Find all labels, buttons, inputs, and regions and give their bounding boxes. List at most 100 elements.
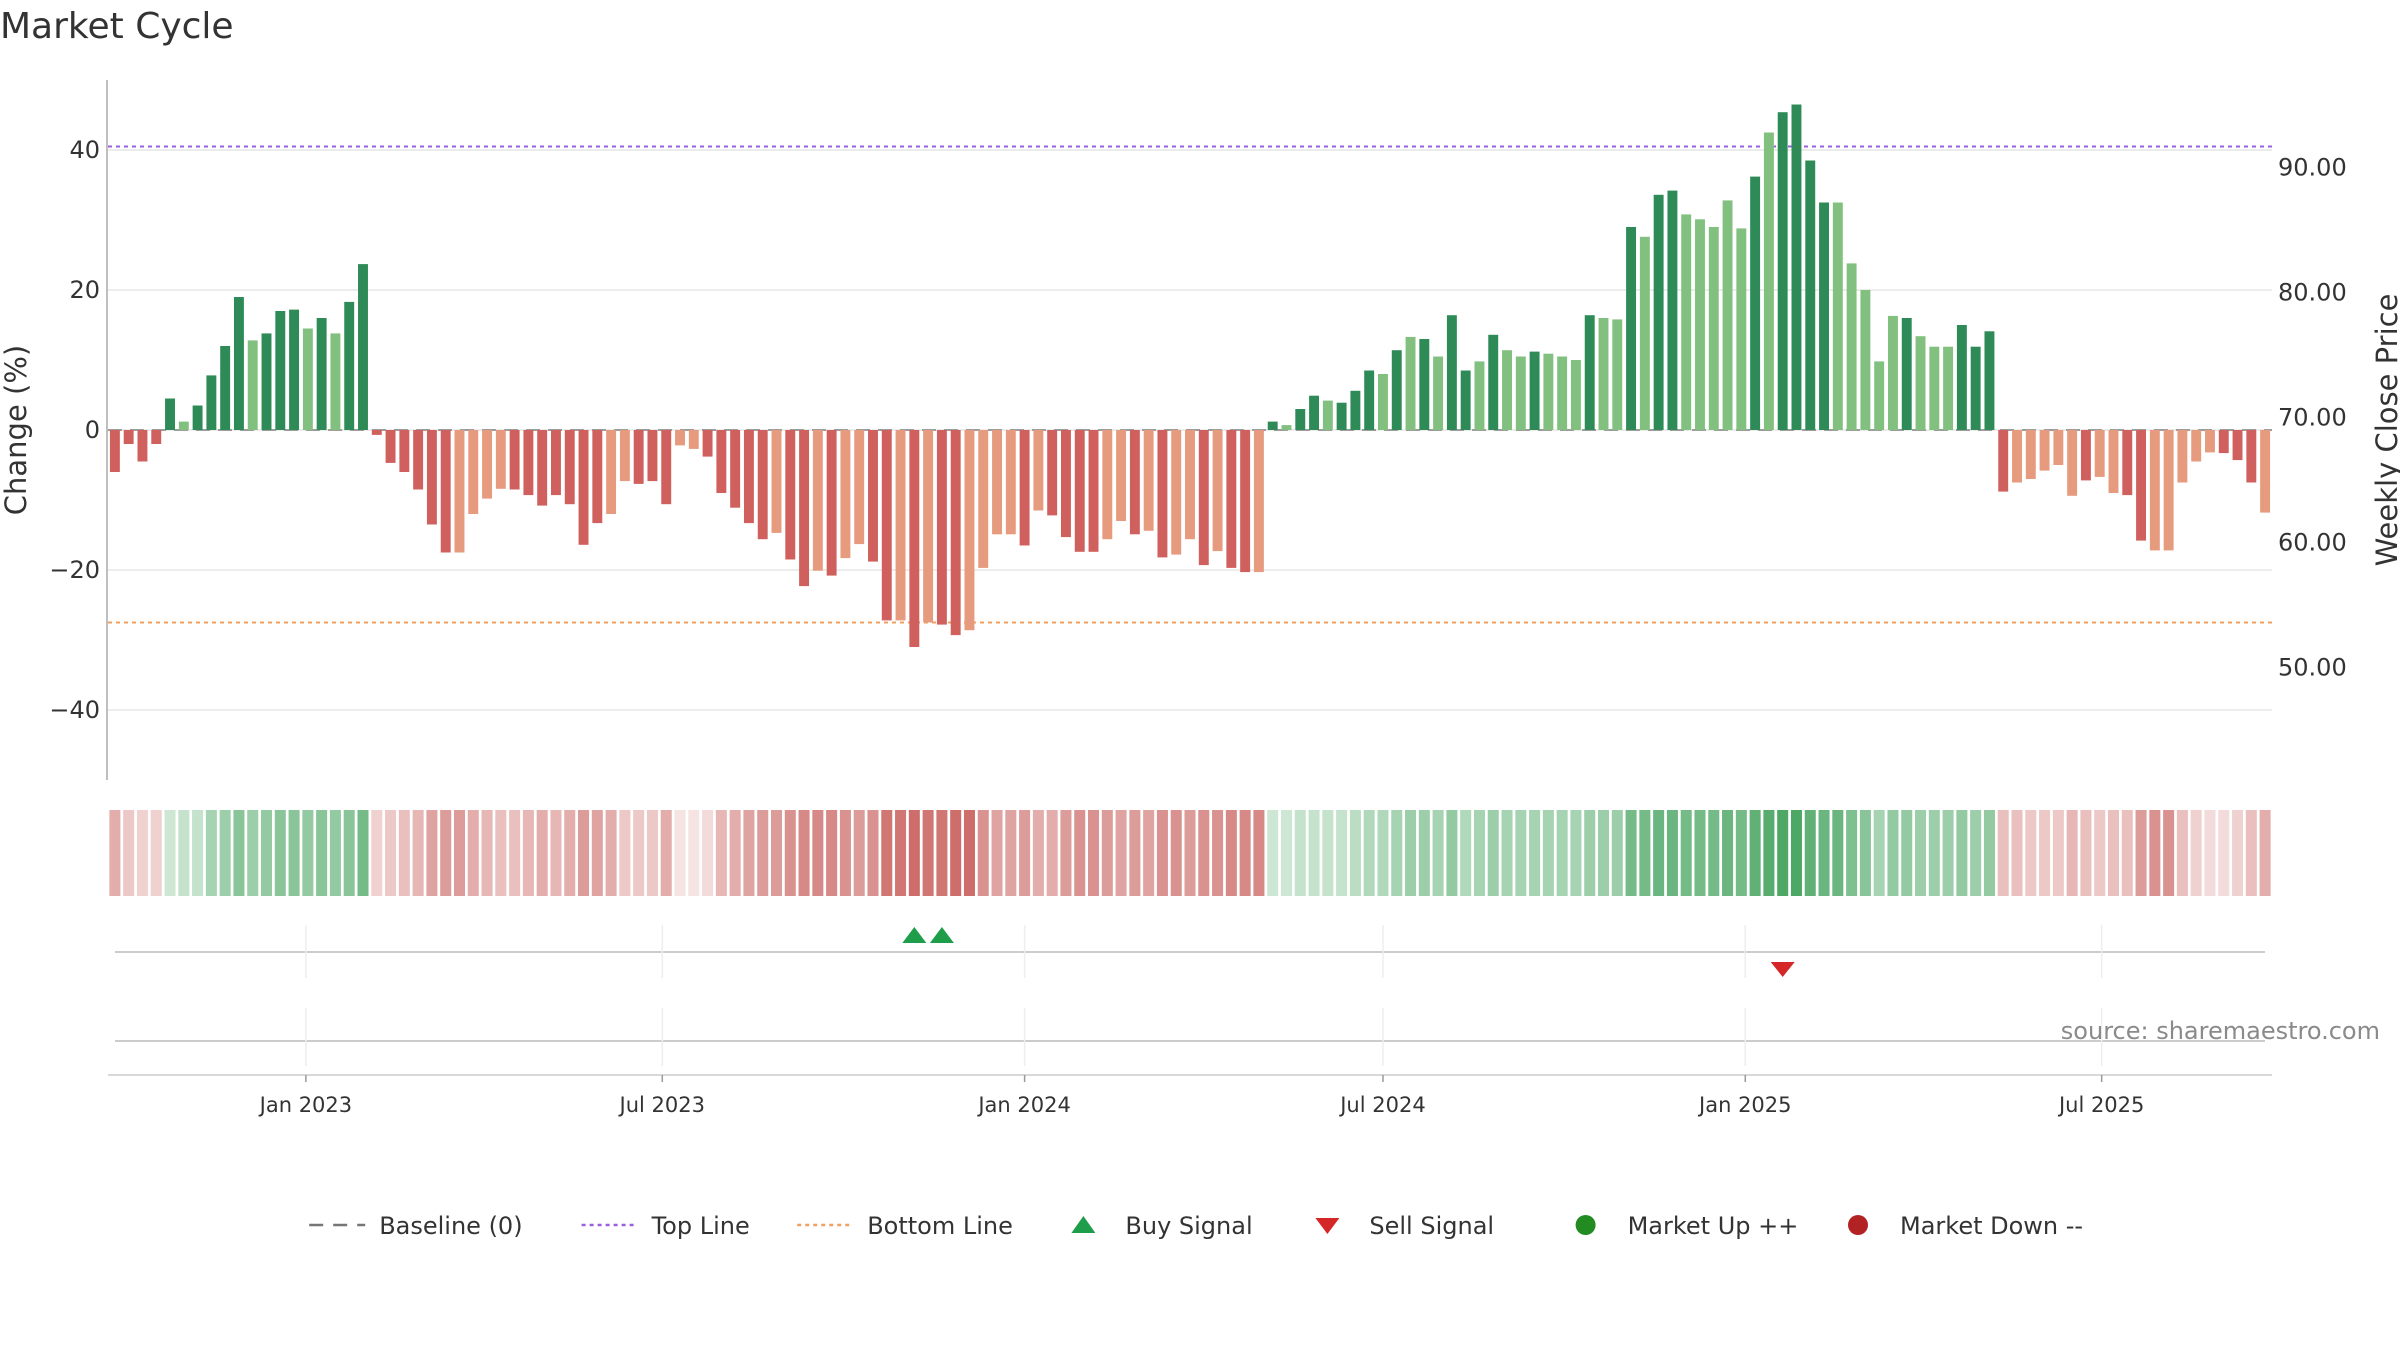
- buy-signal-marker: [929, 927, 954, 943]
- x-tick-label: Jul 2025: [2057, 1093, 2144, 1117]
- bar: [1777, 112, 1788, 430]
- bar: [1515, 356, 1526, 430]
- heat-cell: [1790, 810, 1802, 896]
- heat-cell: [136, 810, 148, 896]
- bar: [1805, 160, 1816, 430]
- bar: [826, 430, 837, 576]
- bar: [1722, 200, 1733, 430]
- heat-cell: [164, 810, 176, 896]
- heat-cell: [1308, 810, 1320, 896]
- heat-cell: [591, 810, 603, 896]
- bar: [1364, 370, 1375, 430]
- heat-cell: [1708, 810, 1720, 896]
- heat-cell: [2149, 810, 2161, 896]
- heat-cell: [1873, 810, 1885, 896]
- bar: [1929, 346, 1940, 430]
- heat-cell: [178, 810, 190, 896]
- heat-cell: [150, 810, 162, 896]
- heat-cell: [715, 810, 727, 896]
- heat-cell: [192, 810, 204, 896]
- heat-cell: [1019, 810, 1031, 896]
- bar: [1212, 430, 1223, 552]
- bar: [1157, 430, 1168, 558]
- heat-cell: [1005, 810, 1017, 896]
- heatmap-strip: [109, 810, 2271, 896]
- bar: [1419, 339, 1430, 430]
- heat-cell: [1846, 810, 1858, 896]
- heat-cell: [991, 810, 1003, 896]
- bar: [1116, 430, 1127, 521]
- bar: [1171, 430, 1182, 555]
- heat-cell: [1859, 810, 1871, 896]
- y-left-tick-label: −20: [49, 556, 100, 584]
- heat-cell: [1901, 810, 1913, 896]
- bar: [964, 430, 975, 631]
- bar: [812, 430, 823, 571]
- heat-cell: [385, 810, 397, 896]
- right-y-ticks: 50.00 60.00 70.00 80.00 90.00: [2278, 154, 2347, 682]
- bar: [206, 375, 217, 430]
- bar: [413, 430, 424, 490]
- bar: [743, 430, 754, 524]
- bar: [468, 430, 479, 514]
- bar: [1943, 346, 1954, 430]
- heat-cell: [1956, 810, 1968, 896]
- x-tick-label: Jul 2024: [1338, 1093, 1425, 1117]
- heat-cell: [219, 810, 231, 896]
- bar: [233, 297, 244, 430]
- heat-cell: [2190, 810, 2202, 896]
- bar: [2053, 430, 2064, 465]
- bar: [537, 430, 548, 506]
- heat-cell: [2094, 810, 2106, 896]
- source-label: source: sharemaestro.com: [2061, 1017, 2380, 1045]
- heat-cell: [1253, 810, 1265, 896]
- bar: [2177, 430, 2188, 483]
- bar: [1653, 194, 1664, 430]
- bar: [1584, 315, 1595, 430]
- legend-label: Market Up ++: [1628, 1212, 1799, 1240]
- heat-cell: [1832, 810, 1844, 896]
- heat-cell: [1294, 810, 1306, 896]
- heat-cell: [1239, 810, 1251, 896]
- bar: [1405, 336, 1416, 430]
- heat-cell: [1556, 810, 1568, 896]
- bar: [1129, 430, 1140, 535]
- heat-cell: [481, 810, 493, 896]
- legend-sell-triangle-icon: [1315, 1218, 1340, 1234]
- bar: [1336, 402, 1347, 430]
- y-left-tick-label: −40: [49, 696, 100, 724]
- bar: [2232, 430, 2243, 461]
- heat-cell: [1212, 810, 1224, 896]
- heat-cell: [2163, 810, 2175, 896]
- bar: [2122, 430, 2133, 496]
- heat-cell: [784, 810, 796, 896]
- bar: [881, 430, 892, 621]
- heat-cell: [2011, 810, 2023, 896]
- heat-cell: [881, 810, 893, 896]
- bar: [1681, 214, 1692, 430]
- heat-cell: [1763, 810, 1775, 896]
- heat-cell: [1170, 810, 1182, 896]
- bar: [482, 430, 493, 499]
- heat-cell: [798, 810, 810, 896]
- heat-cell: [702, 810, 714, 896]
- heat-cell: [1115, 810, 1127, 896]
- bar: [675, 430, 685, 446]
- bar: [1529, 351, 1540, 430]
- y-left-label: Change (%): [0, 345, 33, 515]
- heat-cell: [453, 810, 465, 896]
- bar: [371, 430, 382, 435]
- bar: [633, 430, 644, 484]
- heat-cell: [536, 810, 548, 896]
- heat-cell: [2135, 810, 2147, 896]
- heat-cell: [963, 810, 975, 896]
- legend-circle-icon: [1848, 1215, 1868, 1235]
- heat-cell: [646, 810, 658, 896]
- bar: [1736, 228, 1747, 430]
- heat-cell: [1184, 810, 1196, 896]
- y-right-tick-label: 50.00: [2278, 654, 2347, 682]
- bar: [854, 430, 865, 545]
- heat-cell: [812, 810, 824, 896]
- bar: [1322, 400, 1333, 430]
- y-right-tick-label: 80.00: [2278, 279, 2347, 307]
